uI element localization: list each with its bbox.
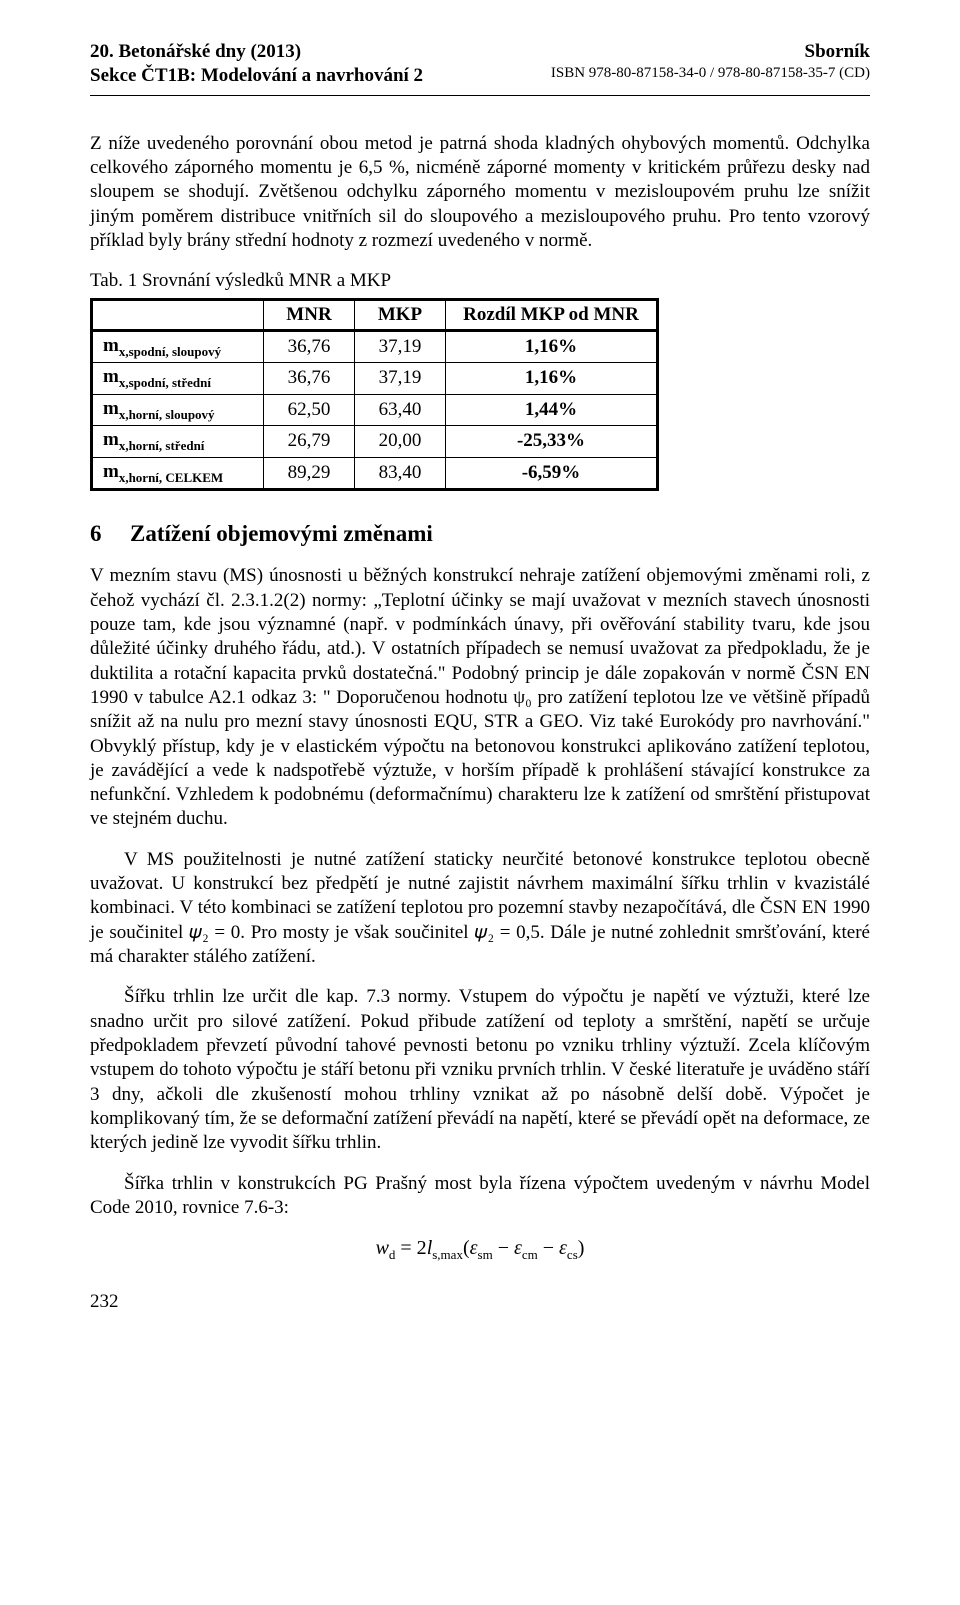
table-row: mx,spodní, střední 36,76 37,19 1,16% xyxy=(92,363,658,394)
section-number: 6 xyxy=(90,519,130,548)
row-label: mx,horní, sloupový xyxy=(92,394,264,425)
cell-mkp: 37,19 xyxy=(355,330,446,362)
cell-diff: 1,16% xyxy=(446,330,658,362)
cell-diff: 1,44% xyxy=(446,394,658,425)
cell-mkp: 63,40 xyxy=(355,394,446,425)
cell-mkp: 20,00 xyxy=(355,426,446,457)
header-divider xyxy=(90,95,870,96)
header-left-2: Sekce ČT1B: Modelování a navrhování 2 xyxy=(90,64,423,88)
cell-mnr: 26,79 xyxy=(264,426,355,457)
th-mnr: MNR xyxy=(264,299,355,330)
cell-diff: -25,33% xyxy=(446,426,658,457)
cell-diff: 1,16% xyxy=(446,363,658,394)
page-number: 232 xyxy=(90,1290,870,1314)
cell-diff: -6,59% xyxy=(446,457,658,489)
results-table: MNR MKP Rozdíl MKP od MNR mx,spodní, slo… xyxy=(90,298,659,491)
cell-mnr: 36,76 xyxy=(264,330,355,362)
row-label: mx,spodní, střední xyxy=(92,363,264,394)
th-empty xyxy=(92,299,264,330)
paragraph-1: Z níže uvedeného porovnání obou metod je… xyxy=(90,132,870,254)
row-label: mx,horní, CELKEM xyxy=(92,457,264,489)
row-label: mx,spodní, sloupový xyxy=(92,330,264,362)
th-diff: Rozdíl MKP od MNR xyxy=(446,299,658,330)
paragraph-3: V MS použitelnosti je nutné zatížení sta… xyxy=(90,848,870,970)
header-row-2: Sekce ČT1B: Modelování a navrhování 2 IS… xyxy=(90,64,870,88)
cell-mnr: 89,29 xyxy=(264,457,355,489)
table-header-row: MNR MKP Rozdíl MKP od MNR xyxy=(92,299,658,330)
th-mkp: MKP xyxy=(355,299,446,330)
section-title: Zatížení objemovými změnami xyxy=(130,521,433,546)
cell-mkp: 83,40 xyxy=(355,457,446,489)
cell-mnr: 62,50 xyxy=(264,394,355,425)
paragraph-5: Šířka trhlin v konstrukcích PG Prašný mo… xyxy=(90,1172,870,1221)
header-right-2: ISBN 978-80-87158-34-0 / 978-80-87158-35… xyxy=(551,64,870,88)
cell-mkp: 37,19 xyxy=(355,363,446,394)
paragraph-2: V mezním stavu (MS) únosnosti u běžných … xyxy=(90,564,870,831)
table-row: mx,spodní, sloupový 36,76 37,19 1,16% xyxy=(92,330,658,362)
row-label: mx,horní, střední xyxy=(92,426,264,457)
header-left-1: 20. Betonářské dny (2013) xyxy=(90,40,301,64)
section-heading: 6Zatížení objemovými změnami xyxy=(90,519,870,548)
header-row-1: 20. Betonářské dny (2013) Sborník xyxy=(90,40,870,64)
paragraph-4: Šířku trhlin lze určit dle kap. 7.3 norm… xyxy=(90,985,870,1155)
table-row: mx,horní, střední 26,79 20,00 -25,33% xyxy=(92,426,658,457)
table-row: mx,horní, CELKEM 89,29 83,40 -6,59% xyxy=(92,457,658,489)
formula: wd = 2ls,max(εsm − εcm − εcs) xyxy=(90,1236,870,1264)
cell-mnr: 36,76 xyxy=(264,363,355,394)
header-right-1: Sborník xyxy=(805,40,870,64)
table-caption: Tab. 1 Srovnání výsledků MNR a MKP xyxy=(90,269,870,293)
table-row: mx,horní, sloupový 62,50 63,40 1,44% xyxy=(92,394,658,425)
